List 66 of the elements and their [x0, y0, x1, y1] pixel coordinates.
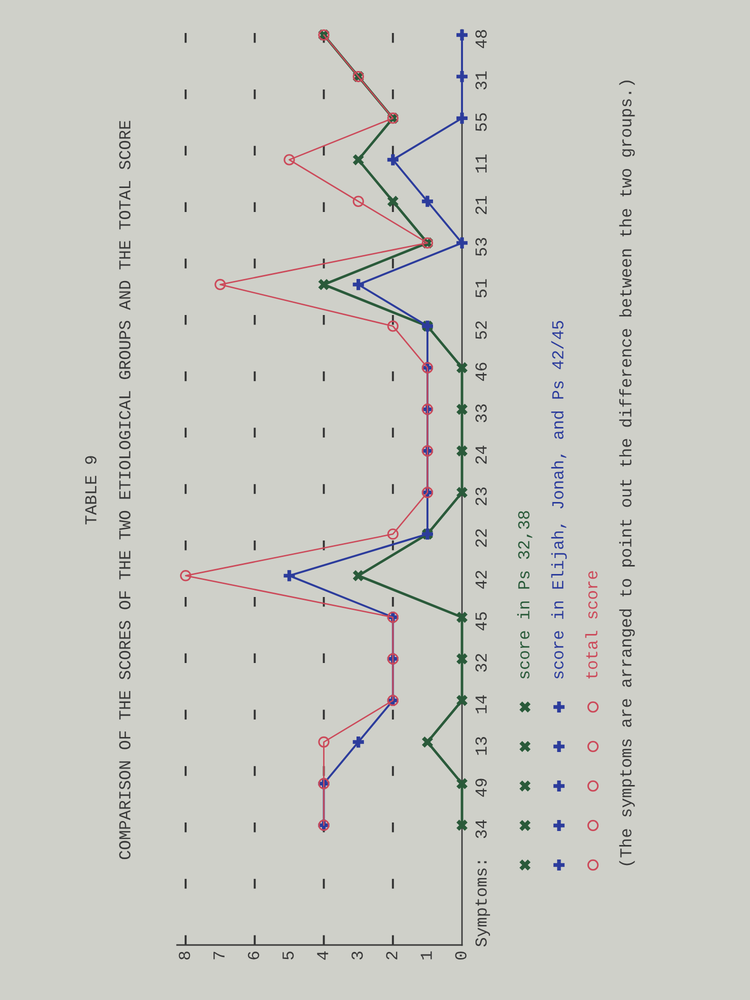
text: (The symptoms are arranged to point out the difference between the two groups.)	[619, 80, 635, 866]
point	[387, 320, 399, 332]
point	[456, 237, 468, 248]
point	[456, 820, 468, 831]
y-tick-label: 49	[475, 778, 487, 797]
y-tick-label: 45	[476, 612, 487, 630]
point	[214, 278, 226, 290]
point	[284, 570, 295, 582]
x-tick-label: 5	[282, 952, 294, 960]
point	[456, 362, 468, 374]
point	[318, 736, 330, 748]
y-axis-title: Symptoms:	[475, 861, 490, 947]
point	[180, 570, 192, 582]
point	[352, 736, 364, 748]
y-tick-label: 33	[475, 404, 487, 422]
point	[318, 278, 330, 290]
x-tick-label: 4	[317, 951, 328, 960]
x-tick-label: 8	[178, 952, 190, 960]
point	[387, 196, 398, 207]
point	[387, 154, 398, 166]
x-tick-label: 2	[386, 952, 398, 960]
y-tick-label: 34	[475, 820, 487, 838]
point	[352, 278, 364, 290]
text: score in Elijah, Jonah, and Ps 42/45	[551, 321, 567, 679]
text: COMPARISON OF THE SCORES OF THE TWO ETIOLOGICAL GROUPS AND THE TOTAL SCORE	[119, 120, 130, 860]
point	[352, 196, 364, 207]
point	[456, 445, 468, 456]
text: TABLE 9	[85, 456, 96, 524]
x-tick-label: 0	[455, 952, 466, 960]
point	[352, 570, 364, 582]
y-tick-label: 48	[475, 30, 487, 48]
point	[422, 196, 434, 207]
y-tick-label: 11	[476, 154, 487, 173]
y-tick-label: 42	[475, 570, 487, 589]
y-tick-label: 51	[476, 279, 487, 298]
x-tick-label: 3	[352, 952, 363, 960]
text: score in Ps 32,38	[517, 511, 532, 679]
point	[387, 528, 399, 540]
y-tick-label: 14	[476, 695, 487, 714]
point	[284, 154, 295, 166]
x-tick-label: 1	[420, 951, 432, 960]
y-tick-label: 24	[475, 446, 487, 464]
point	[456, 29, 468, 41]
point	[456, 486, 468, 498]
point	[422, 736, 434, 748]
point	[456, 653, 468, 664]
x-tick-label: 7	[214, 952, 224, 960]
point	[456, 404, 468, 415]
point	[456, 71, 468, 82]
y-tick-label: 22	[475, 529, 487, 547]
point	[456, 612, 468, 623]
point	[352, 154, 364, 166]
y-tick-label: 23	[475, 488, 487, 506]
point	[456, 694, 468, 706]
y-tick-label: 52	[475, 321, 487, 340]
y-tick-label: 46	[475, 362, 487, 381]
point	[456, 778, 468, 790]
y-tick-label: 55	[476, 113, 487, 132]
y-tick-label: 32	[475, 654, 487, 672]
y-tick-label: 53	[475, 238, 487, 256]
y-tick-label: 31	[475, 71, 487, 90]
point	[456, 112, 468, 124]
y-tick-label: 13	[475, 737, 487, 755]
text: total score	[585, 571, 598, 678]
y-tick-label: 21	[475, 196, 487, 214]
x-tick-label: 6	[248, 952, 260, 960]
